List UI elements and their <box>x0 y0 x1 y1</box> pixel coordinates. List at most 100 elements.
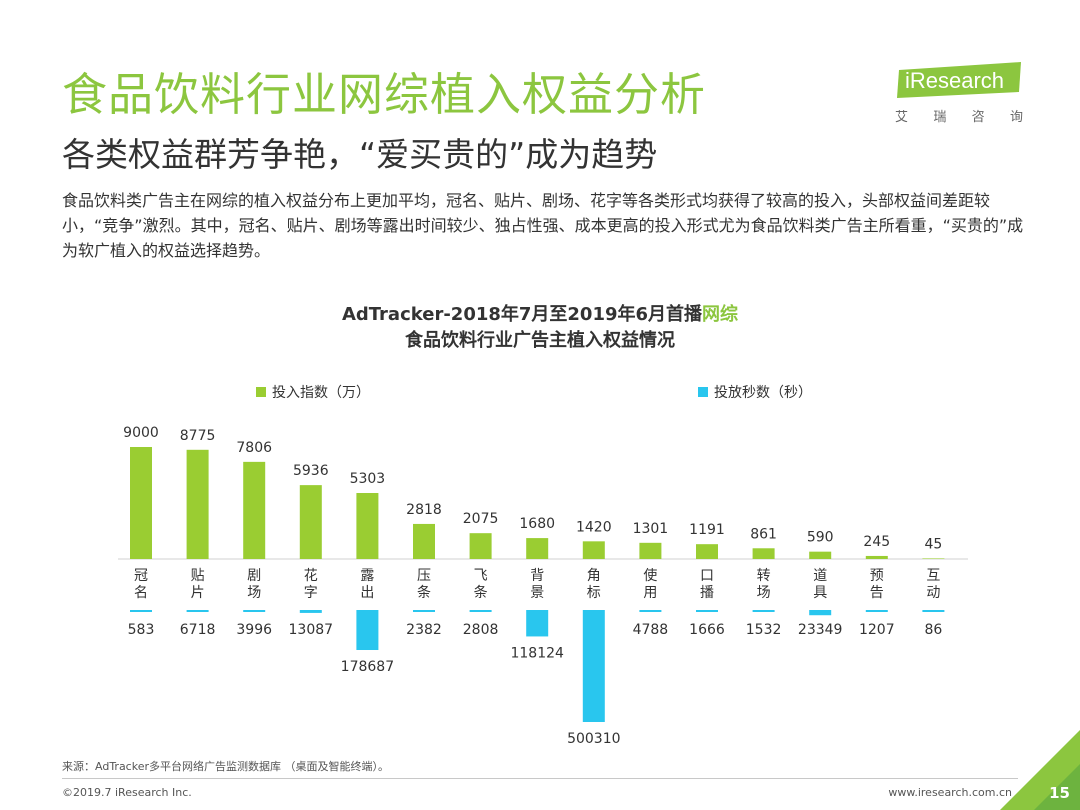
category-label-char: 出 <box>360 585 374 601</box>
investment-bar <box>865 555 888 559</box>
summary-paragraph: 食品饮料类广告主在网综的植入权益分布上更加平均，冠名、贴片、剧场、花字等各类形式… <box>62 191 1024 260</box>
investment-value-label: 2075 <box>463 511 499 527</box>
investment-value-label: 7806 <box>236 440 272 456</box>
seconds-value-label: 1207 <box>859 622 895 638</box>
seconds-bar <box>526 610 549 637</box>
investment-bar <box>752 548 775 559</box>
category-label-char: 露 <box>360 568 374 584</box>
category-label-char: 名 <box>134 585 148 601</box>
seconds-bar <box>299 610 322 613</box>
category-label-char: 口 <box>700 568 714 584</box>
category-label-char: 片 <box>191 585 205 601</box>
category-label-char: 贴 <box>191 568 205 584</box>
investment-value-label: 1301 <box>633 521 669 537</box>
investment-bar <box>639 542 662 559</box>
seconds-value-label: 118124 <box>510 645 564 661</box>
legend-swatch-blue <box>698 387 708 397</box>
category-label-char: 转 <box>757 568 771 584</box>
seconds-bar <box>696 610 718 612</box>
seconds-value-label: 178687 <box>341 659 394 675</box>
investment-value-label: 5303 <box>350 471 386 487</box>
investment-bar <box>130 447 152 559</box>
legend-swatch-green <box>256 387 266 397</box>
seconds-value-label: 23349 <box>798 622 843 638</box>
investment-bar <box>243 461 266 559</box>
corner-triangle-inner <box>1034 764 1080 810</box>
seconds-bar <box>356 610 379 651</box>
copyright-text: ©2019.7 iResearch Inc. <box>62 786 192 799</box>
category-label-char: 剧 <box>247 568 261 584</box>
investment-value-label: 5936 <box>293 463 329 479</box>
seconds-value-label: 1666 <box>689 622 725 638</box>
category-label-char: 字 <box>304 585 318 601</box>
investment-bar <box>186 449 209 559</box>
category-label-char: 道 <box>813 568 827 584</box>
investment-value-label: 590 <box>807 530 834 546</box>
footer-url: www.iresearch.com.cn <box>888 786 1012 799</box>
legend-label-investment: 投入指数（万） <box>272 385 370 401</box>
category-label-char: 用 <box>643 585 657 601</box>
investment-value-label: 1191 <box>689 522 725 538</box>
footer-divider <box>62 778 1018 779</box>
category-label-char: 角 <box>587 568 601 584</box>
logo-cn-text: 艾 瑞 咨 询 <box>895 106 1023 125</box>
seconds-value-label: 4788 <box>633 622 669 638</box>
chart-title-line2: 食品饮料行业广告主植入权益情况 <box>405 330 675 351</box>
logo-cn-char: 咨 <box>971 110 985 125</box>
logo-cn-char: 询 <box>1009 110 1023 125</box>
category-label-char: 场 <box>757 585 771 601</box>
category-label-char: 飞 <box>474 568 488 584</box>
category-label-char: 具 <box>813 585 827 601</box>
category-label-char: 花 <box>304 568 318 584</box>
legend-label-seconds: 投放秒数（秒） <box>714 385 812 401</box>
seconds-bar <box>186 610 209 612</box>
investment-value-label: 861 <box>750 526 777 542</box>
legend-item-investment: 投入指数（万） <box>256 382 370 402</box>
seconds-bar <box>243 610 266 612</box>
logo-cn-char: 艾 <box>895 110 909 125</box>
category-label-char: 条 <box>417 584 431 601</box>
investment-value-label: 245 <box>863 534 890 550</box>
source-note: 来源：AdTracker多平台网络广告监测数据库 （桌面及智能终端）。 <box>62 760 389 773</box>
investment-bar <box>299 485 322 559</box>
legend-item-seconds: 投放秒数（秒） <box>698 382 812 402</box>
page-number: 15 <box>1049 784 1070 802</box>
seconds-value-label: 6718 <box>180 622 216 638</box>
investment-value-label: 8775 <box>180 428 216 444</box>
seconds-bar <box>809 610 832 616</box>
chart-title-prefix: AdTracker-2018年7月至2019年6月首播 <box>341 304 703 325</box>
seconds-bar <box>639 610 662 612</box>
seconds-bar <box>865 610 888 612</box>
investment-bar <box>356 493 379 559</box>
category-label-char: 压 <box>417 568 431 584</box>
investment-value-label: 2818 <box>406 502 442 518</box>
category-label-char: 动 <box>926 585 940 601</box>
logo-brand-text: iResearch <box>905 68 1004 93</box>
investment-value-label: 9000 <box>123 425 159 441</box>
seconds-value-label: 1532 <box>746 622 782 638</box>
category-label-char: 使 <box>643 567 657 584</box>
investment-value-label: 1680 <box>519 516 555 532</box>
investment-bar <box>526 538 549 559</box>
seconds-bar <box>130 610 152 612</box>
investment-bar <box>809 551 832 559</box>
seconds-value-label: 2808 <box>463 622 499 638</box>
category-label-char: 预 <box>870 568 884 584</box>
category-label-char: 条 <box>474 584 488 601</box>
investment-bar <box>922 558 945 559</box>
seconds-bar <box>752 610 775 612</box>
corner-decoration <box>1000 730 1080 810</box>
logo-cn-char: 瑞 <box>933 110 947 125</box>
category-label-char: 冠 <box>134 568 148 584</box>
seconds-value-label: 2382 <box>406 622 442 638</box>
chart-title-highlight: 网综 <box>702 304 739 325</box>
page-subtitle: 各类权益群芳争艳，“爱买贵的”成为趋势 <box>62 135 658 174</box>
category-label-char: 标 <box>587 585 601 601</box>
investment-value-label: 1420 <box>576 519 612 535</box>
seconds-bar <box>469 610 492 612</box>
iresearch-logo: iResearch 艾 瑞 咨 询 <box>893 60 1023 130</box>
category-label-char: 背 <box>530 568 544 584</box>
investment-bar <box>696 544 718 559</box>
investment-bar <box>469 533 492 559</box>
